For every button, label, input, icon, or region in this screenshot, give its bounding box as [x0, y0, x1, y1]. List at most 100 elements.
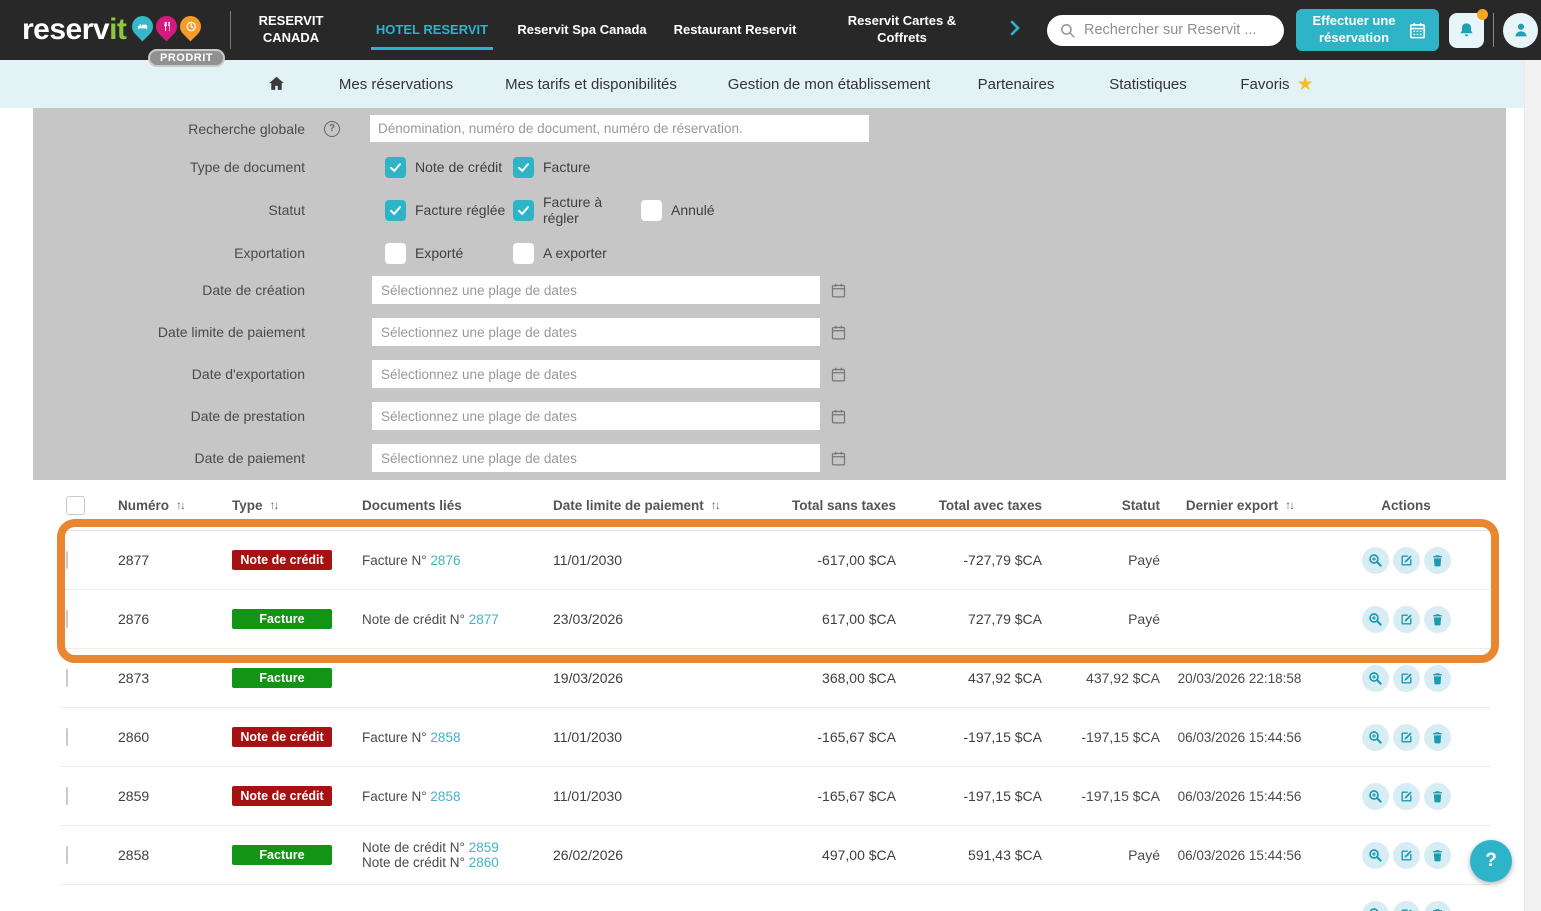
- view-details-button[interactable]: [1362, 547, 1389, 574]
- delete-button[interactable]: [1424, 783, 1451, 810]
- help-circle-icon[interactable]: ?: [324, 121, 340, 137]
- document-link[interactable]: 2858: [430, 789, 460, 804]
- select-all-checkbox[interactable]: [66, 496, 85, 515]
- calendar-icon[interactable]: [830, 324, 847, 341]
- topnav-establishment-item[interactable]: RESERVIT CANADA: [241, 0, 341, 60]
- row-checkbox[interactable]: [66, 551, 68, 569]
- pin-restaurant-icon: [152, 11, 182, 41]
- table-row: 2859 Note de crédit Facture N° 2858 11/0…: [60, 767, 1490, 826]
- checkbox[interactable]: [385, 157, 406, 178]
- menu-item-mes-tarifs-et-disponibilit-s[interactable]: Mes tarifs et disponibilités: [505, 60, 677, 108]
- view-details-button[interactable]: [1362, 606, 1389, 633]
- main-menu: Mes réservations Mes tarifs et disponibi…: [0, 60, 1524, 108]
- search-input[interactable]: [1084, 22, 1272, 38]
- menu-item-favoris[interactable]: Favoris★: [1240, 60, 1313, 108]
- delete-button[interactable]: [1424, 547, 1451, 574]
- topnav-establishment-item[interactable]: Reservit Spa Canada: [512, 0, 652, 60]
- date-range-input[interactable]: [372, 318, 820, 346]
- edit-button[interactable]: [1393, 901, 1420, 911]
- row-checkbox[interactable]: [66, 728, 68, 746]
- view-details-button[interactable]: [1362, 724, 1389, 751]
- filter-search-input[interactable]: [370, 115, 869, 142]
- edit-button[interactable]: [1393, 842, 1420, 869]
- sort-icon[interactable]: ↑↓: [176, 498, 184, 512]
- checkbox[interactable]: [513, 243, 534, 264]
- help-fab-button[interactable]: ?: [1470, 840, 1512, 882]
- row-checkbox[interactable]: [66, 610, 68, 628]
- column-header-numero[interactable]: Numéro↑↓: [104, 498, 214, 513]
- delete-button[interactable]: [1424, 606, 1451, 633]
- filter-checkbox-item[interactable]: Annulé: [641, 200, 715, 221]
- filter-checkbox-item[interactable]: Facture réglée: [385, 200, 513, 221]
- checkbox[interactable]: [641, 200, 662, 221]
- menu-item-partenaires[interactable]: Partenaires: [978, 60, 1055, 108]
- reservit-logo[interactable]: reservit PRODRIT: [22, 13, 218, 47]
- home-icon[interactable]: [267, 74, 286, 98]
- cell-dernier-export: 20/03/2026 22:18:58: [1167, 671, 1312, 686]
- calendar-icon[interactable]: [830, 408, 847, 425]
- user-avatar-button[interactable]: [1503, 13, 1538, 48]
- document-link[interactable]: 2877: [469, 612, 499, 627]
- edit-button[interactable]: [1393, 724, 1420, 751]
- edit-button[interactable]: [1393, 547, 1420, 574]
- calendar-icon[interactable]: [830, 282, 847, 299]
- row-checkbox[interactable]: [66, 787, 68, 805]
- topnav-establishment-item[interactable]: HOTEL RESERVIT: [367, 0, 497, 60]
- linked-document: Facture N° 2858: [362, 730, 540, 745]
- view-details-button[interactable]: [1362, 665, 1389, 692]
- view-details-button[interactable]: [1362, 901, 1389, 911]
- date-range-input[interactable]: [372, 360, 820, 388]
- topbar: reservit PRODRIT RESERVIT CANADA HOTEL R…: [0, 0, 1541, 60]
- menu-item-mes-r-servations[interactable]: Mes réservations: [339, 60, 453, 108]
- filter-checkbox-item[interactable]: Exporté: [385, 243, 513, 264]
- menu-item-gestion-de-mon-tablissement[interactable]: Gestion de mon établissement: [728, 60, 931, 108]
- filter-checkbox-item[interactable]: Note de crédit: [385, 157, 513, 178]
- document-link[interactable]: 2876: [430, 553, 460, 568]
- column-header-type[interactable]: Type↑↓: [214, 498, 350, 513]
- linked-document: Facture N° 2876: [362, 553, 540, 568]
- page-scrollbar[interactable]: [1524, 60, 1541, 911]
- calendar-icon[interactable]: [830, 366, 847, 383]
- filter-checkbox-item[interactable]: Facture: [513, 157, 590, 178]
- trash-icon: [1430, 848, 1445, 863]
- document-link[interactable]: 2859: [469, 840, 499, 855]
- document-type-label: Type de document: [33, 159, 305, 175]
- nav-chevron-right-icon[interactable]: [1007, 19, 1023, 42]
- row-checkbox[interactable]: [66, 669, 68, 687]
- sort-icon[interactable]: ↑↓: [711, 498, 719, 512]
- row-checkbox[interactable]: [66, 846, 68, 864]
- checkbox[interactable]: [513, 200, 534, 221]
- topnav-establishment-item[interactable]: Restaurant Reservit: [670, 0, 800, 60]
- checkbox[interactable]: [385, 243, 406, 264]
- calendar-icon[interactable]: [830, 450, 847, 467]
- type-badge: Facture: [232, 845, 332, 865]
- cell-numero: 2858: [104, 847, 214, 863]
- document-link[interactable]: 2858: [430, 730, 460, 745]
- document-link[interactable]: 2860: [469, 855, 499, 870]
- date-range-input[interactable]: [372, 276, 820, 304]
- sort-icon[interactable]: ↑↓: [1285, 498, 1293, 512]
- menu-item-statistiques[interactable]: Statistiques: [1109, 60, 1187, 108]
- date-range-input[interactable]: [372, 444, 820, 472]
- column-header-dernier-export[interactable]: Dernier export↑↓: [1167, 498, 1312, 513]
- delete-button[interactable]: [1424, 724, 1451, 751]
- edit-button[interactable]: [1393, 783, 1420, 810]
- delete-button[interactable]: [1424, 665, 1451, 692]
- cell-statut: Payé: [1052, 611, 1167, 627]
- view-details-button[interactable]: [1362, 842, 1389, 869]
- filter-checkbox-item[interactable]: Facture à régler: [513, 194, 641, 226]
- sort-icon[interactable]: ↑↓: [270, 498, 278, 512]
- checkbox[interactable]: [385, 200, 406, 221]
- view-details-button[interactable]: [1362, 783, 1389, 810]
- edit-button[interactable]: [1393, 665, 1420, 692]
- delete-button[interactable]: [1424, 901, 1451, 911]
- make-reservation-button[interactable]: Effectuer une réservation: [1296, 9, 1439, 51]
- date-range-input[interactable]: [372, 402, 820, 430]
- filter-checkbox-item[interactable]: A exporter: [513, 243, 607, 264]
- edit-button[interactable]: [1393, 606, 1420, 633]
- topnav-establishment-item[interactable]: Reservit Cartes & Coffrets: [827, 0, 977, 60]
- column-header-date-limite[interactable]: Date limite de paiement↑↓: [540, 498, 720, 513]
- checkbox[interactable]: [513, 157, 534, 178]
- notifications-button[interactable]: [1449, 13, 1484, 48]
- delete-button[interactable]: [1424, 842, 1451, 869]
